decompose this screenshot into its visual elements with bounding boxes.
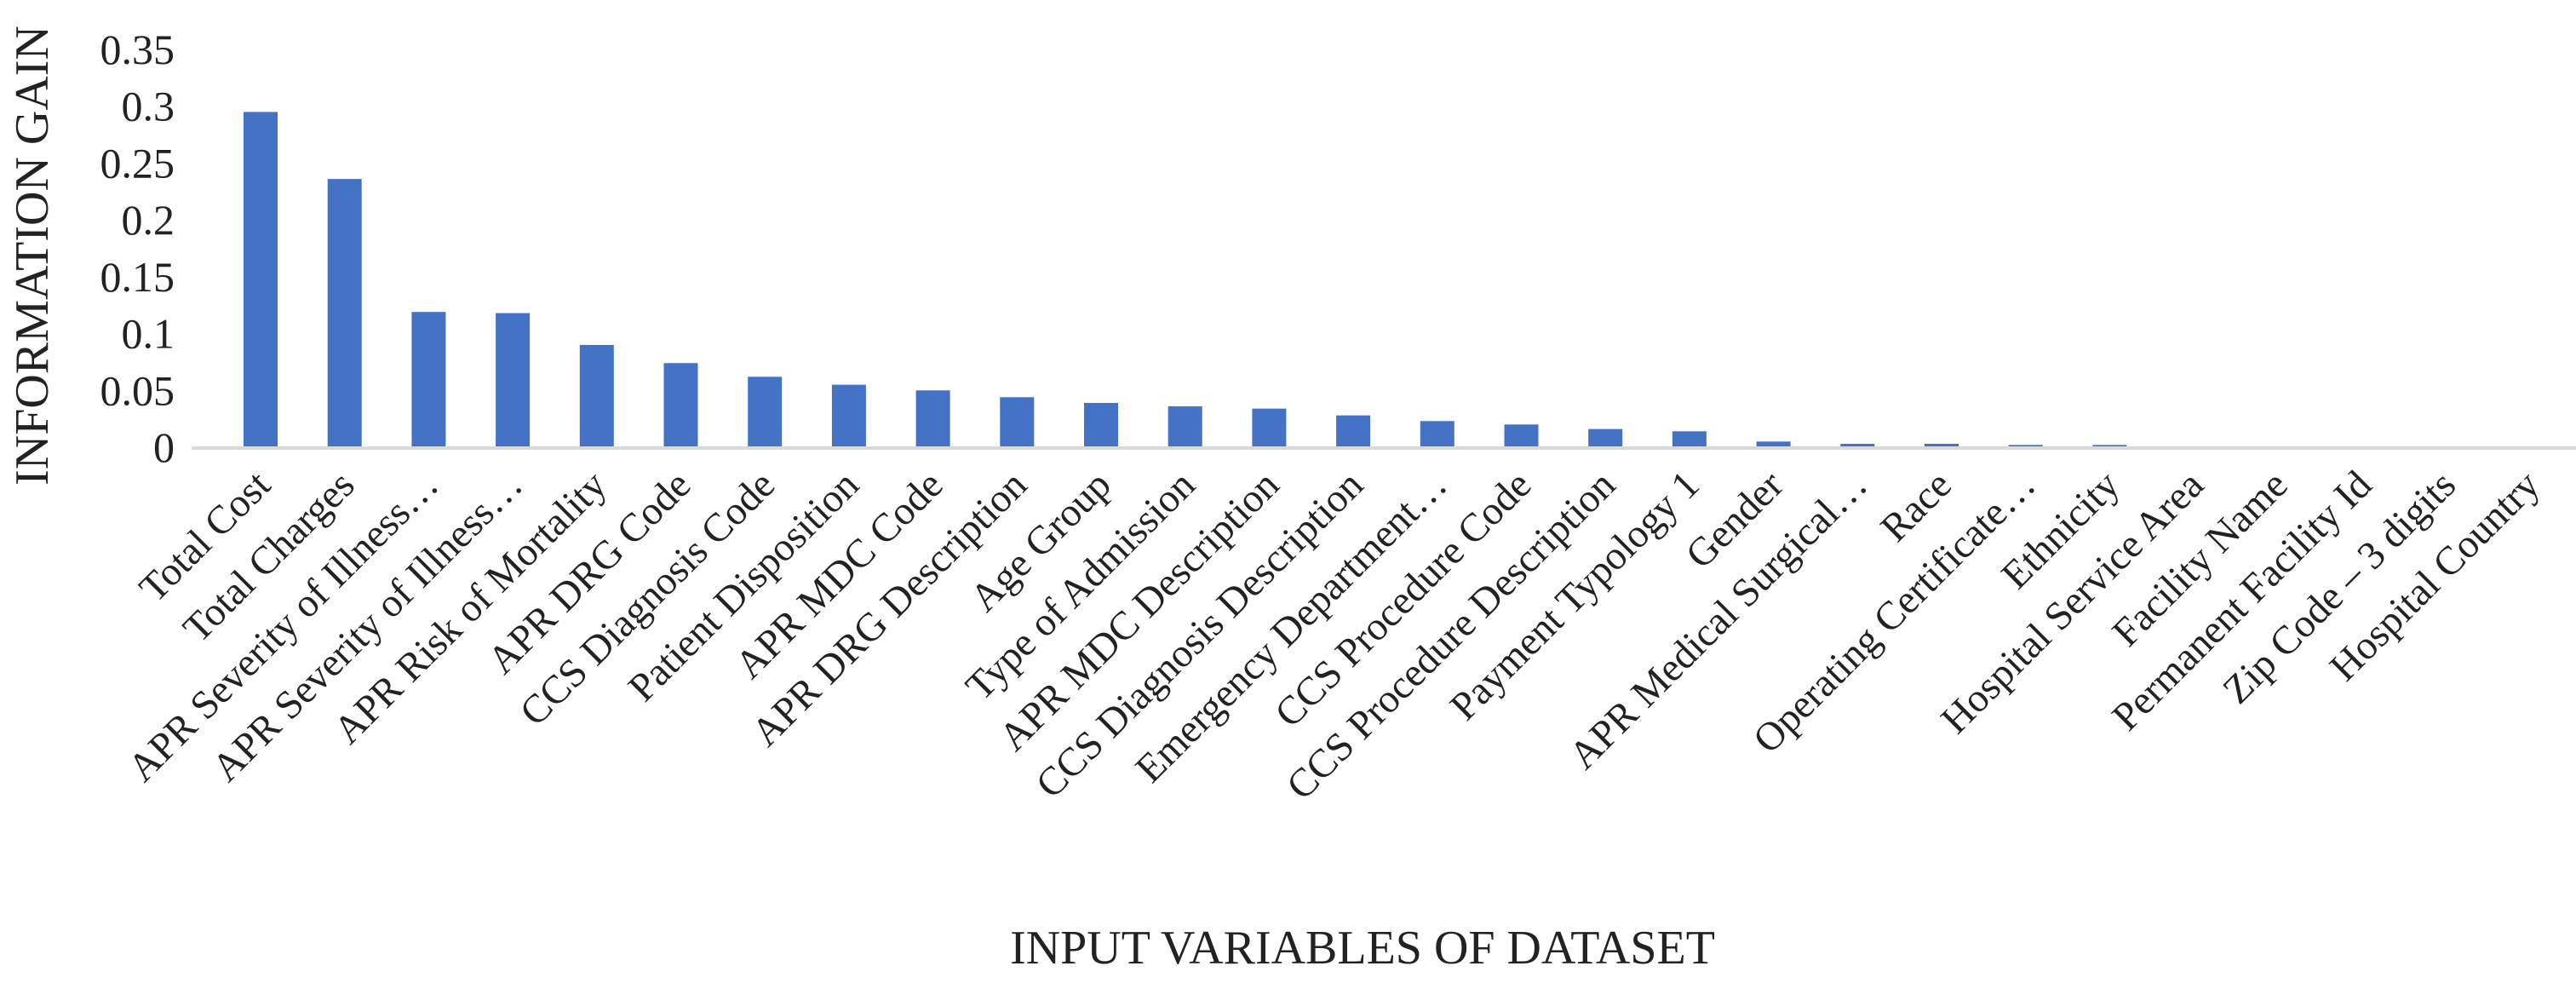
y-tick-label: 0.25	[100, 139, 175, 187]
bar	[1252, 408, 1287, 447]
bar	[1672, 431, 1707, 447]
bar	[1925, 443, 1959, 447]
bar	[244, 112, 278, 447]
bar	[1168, 405, 1202, 447]
bar	[411, 312, 446, 447]
y-tick-label: 0.35	[100, 26, 175, 73]
bar	[1084, 402, 1118, 447]
y-tick-label: 0.3	[122, 83, 175, 130]
bar	[915, 390, 950, 447]
bar	[1336, 415, 1371, 447]
bar	[1420, 421, 1454, 447]
bar	[327, 179, 362, 447]
bars	[244, 112, 2127, 447]
bar	[831, 384, 866, 447]
x-axis-title: INPUT VARIABLES OF DATASET	[1010, 922, 1715, 975]
bar	[748, 377, 783, 447]
bar	[1588, 428, 1623, 447]
bar	[579, 344, 614, 447]
bar	[1840, 443, 1875, 447]
y-axis-title: INFORMATION GAIN	[6, 26, 59, 486]
bar	[496, 313, 531, 447]
bar	[2008, 445, 2043, 447]
y-tick-label: 0.2	[122, 196, 175, 244]
y-axis-ticks: 0 0.05 0.1 0.15 0.2 0.25 0.3 0.35	[100, 26, 175, 471]
bar	[1756, 441, 1791, 447]
y-tick-label: 0.1	[122, 310, 175, 358]
bar	[663, 363, 698, 447]
bar	[1000, 397, 1035, 447]
y-tick-label: 0.15	[100, 253, 175, 301]
bar	[2092, 445, 2127, 447]
y-tick-label: 0.05	[100, 366, 175, 414]
y-tick-label: 0	[153, 423, 175, 471]
bar	[1504, 424, 1539, 447]
